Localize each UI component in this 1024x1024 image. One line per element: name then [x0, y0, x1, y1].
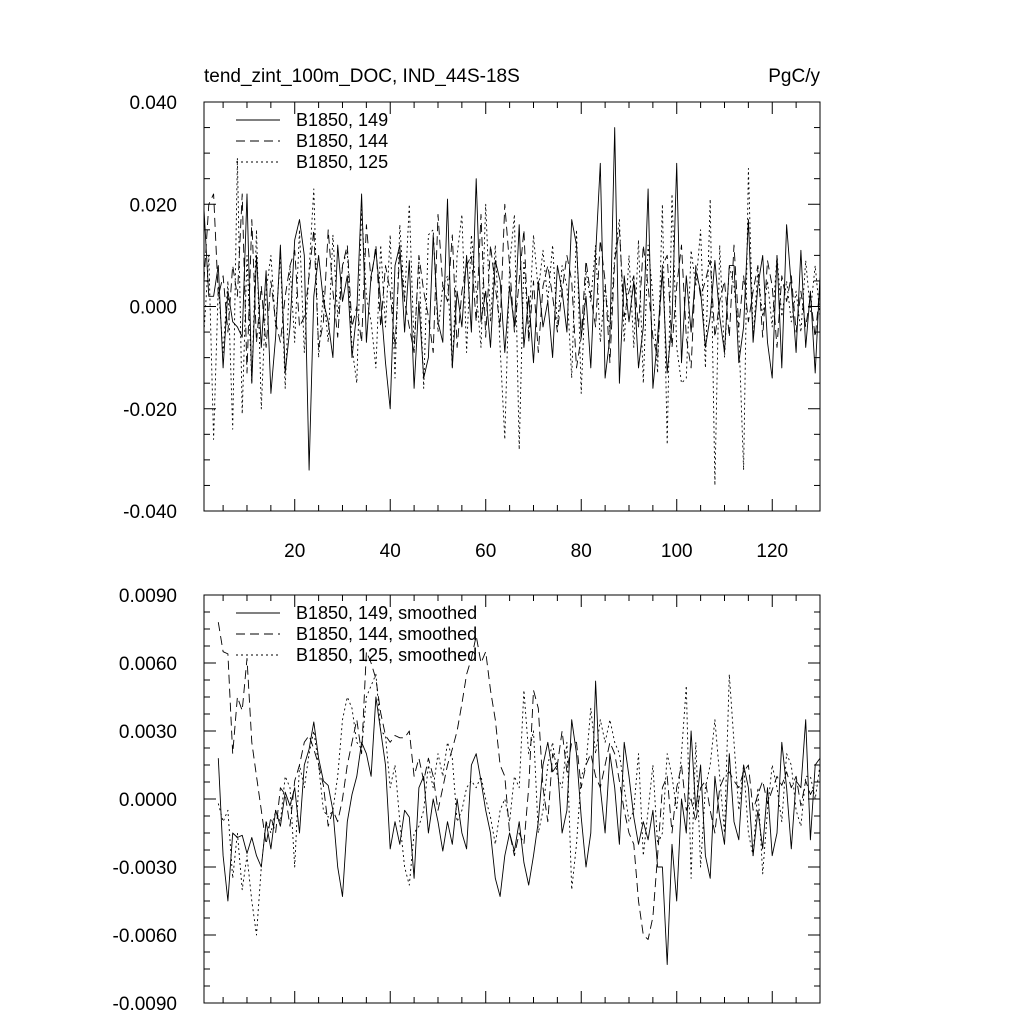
series-line-2	[217, 622, 816, 940]
x-tick-label: 60	[475, 541, 496, 562]
x-tick-label: 100	[661, 541, 693, 562]
x-tick-label: 20	[284, 541, 305, 562]
y-tick-label: -0.040	[123, 502, 177, 523]
y-tick-label: -0.020	[123, 400, 177, 421]
chart-panel-1: -0.040 -0.020 0.000 0.020 0.040 20 40 60 80 100 12…	[123, 66, 821, 562]
y-tick-label: 0.0000	[119, 790, 177, 811]
y-tick-label: 0.000	[129, 298, 177, 319]
y-tick-label: -0.0090	[113, 994, 177, 1015]
y-tick-label: 0.0090	[119, 586, 177, 607]
series-line-3	[204, 157, 820, 486]
series-line-1	[204, 127, 820, 471]
series-line-1	[217, 680, 820, 965]
x-tick-label: 120	[756, 541, 788, 562]
chart-units: PgC/y	[768, 66, 820, 87]
legend-label-3: B1850, 125, smoothed	[296, 645, 477, 665]
series-line-3	[217, 673, 820, 936]
y-tick-label: -0.0030	[113, 858, 177, 879]
y-tick-label: -0.0060	[113, 926, 177, 947]
legend-label-2: B1850, 144	[296, 131, 388, 151]
x-tick-label: 80	[571, 541, 592, 562]
legend-label-2: B1850, 144, smoothed	[296, 624, 477, 644]
chart-panel-2: -0.0090 -0.0060 -0.0030 0.0000 0.0030 0.0060 0…	[113, 586, 821, 1015]
y-tick-label: 0.020	[129, 195, 177, 216]
x-tick-label: 40	[380, 541, 401, 562]
legend-label-1: B1850, 149	[296, 110, 388, 130]
y-tick-label: 0.0060	[119, 654, 177, 675]
y-tick-label: 0.0030	[119, 722, 177, 743]
series-line-2	[204, 193, 820, 374]
y-tick-label: 0.040	[129, 93, 177, 114]
chart-title: tend_zint_100m_DOC, IND_44S-18S	[204, 66, 520, 87]
legend-label-1: B1850, 149, smoothed	[296, 603, 477, 623]
legend-label-3: B1850, 125	[296, 152, 388, 172]
